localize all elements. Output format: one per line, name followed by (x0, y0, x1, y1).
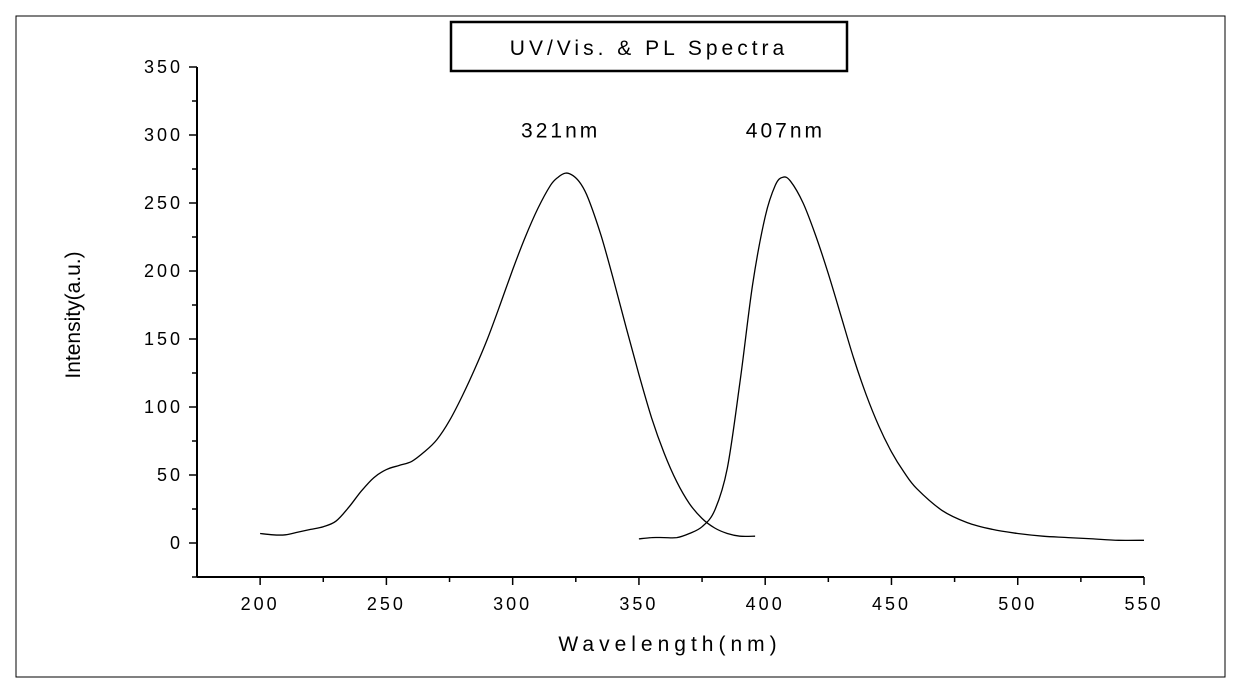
y-tick-label: 50 (157, 465, 183, 485)
y-tick-label: 0 (170, 533, 183, 553)
axes: 0 50 100 150 200 250 300 350 200 250 300 350 400 450 5… (144, 57, 1164, 614)
x-axis-title: Wavelength(nm) (558, 633, 781, 656)
pl-curve (639, 177, 1144, 540)
x-tick-label: 350 (619, 594, 658, 614)
y-tick-label: 100 (144, 397, 183, 417)
y-tick-label: 350 (144, 57, 183, 77)
x-tick-label: 200 (241, 594, 280, 614)
y-tick-label: 200 (144, 261, 183, 281)
chart-title: UV/Vis. & PL Spectra (510, 37, 788, 60)
annotation-layer: 321nm 407nm (521, 120, 825, 143)
title-box: UV/Vis. & PL Spectra (451, 22, 847, 71)
peak-label-321nm: 321nm (521, 120, 600, 143)
peak-label-407nm: 407nm (746, 120, 825, 143)
y-tick-label: 300 (144, 125, 183, 145)
x-tick-label: 550 (1124, 594, 1163, 614)
x-tick-label: 300 (493, 594, 532, 614)
x-tick-label: 500 (998, 594, 1037, 614)
y-axis-title: Intensity(a.u.) (62, 251, 85, 378)
x-tick-label: 450 (872, 594, 911, 614)
uv-vis-curve (260, 173, 755, 536)
y-tick-label: 250 (144, 193, 183, 213)
x-tick-label: 250 (367, 594, 406, 614)
series-layer (260, 173, 1144, 540)
y-tick-label: 150 (144, 329, 183, 349)
x-tick-label: 400 (746, 594, 785, 614)
